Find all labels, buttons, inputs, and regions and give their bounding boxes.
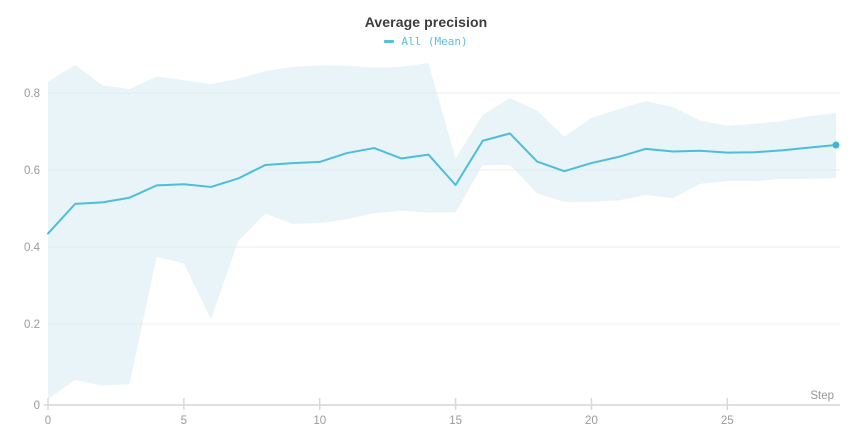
- y-tick-label: 0.2: [24, 319, 40, 331]
- x-tick-label: 15: [449, 415, 462, 427]
- x-tick-label: 10: [313, 415, 326, 427]
- legend: All (Mean): [0, 35, 852, 48]
- y-tick-label: 0.6: [24, 165, 40, 177]
- mean-line: [47, 132, 837, 235]
- y-tick-label: 0: [34, 400, 40, 412]
- x-axis-labels: 0 5 10 15 20 25: [45, 415, 734, 427]
- y-tick-label: 0.8: [24, 88, 40, 100]
- x-tick-label: 20: [585, 415, 598, 427]
- y-axis-labels: 0 0.2 0.4 0.6 0.8: [24, 88, 41, 412]
- x-axis: [44, 398, 840, 410]
- legend-item-all-mean[interactable]: All (Mean): [384, 35, 468, 48]
- legend-line-icon: [384, 40, 395, 43]
- x-tick-label: 25: [721, 415, 734, 427]
- x-tick-label: 5: [181, 415, 187, 427]
- confidence-band: [48, 62, 836, 400]
- chart-title: Average precision: [364, 14, 488, 30]
- x-axis-title: Step: [810, 390, 834, 402]
- end-point-dot: [832, 141, 840, 149]
- y-tick-label: 0.4: [24, 242, 41, 254]
- mean-line-path: [47, 132, 837, 235]
- legend-item-label: All (Mean): [401, 35, 468, 48]
- x-axis-unit-label: Step: [810, 390, 834, 402]
- x-tick-label: 0: [45, 415, 51, 427]
- end-point-marker: [832, 141, 840, 149]
- band-area: [48, 62, 836, 400]
